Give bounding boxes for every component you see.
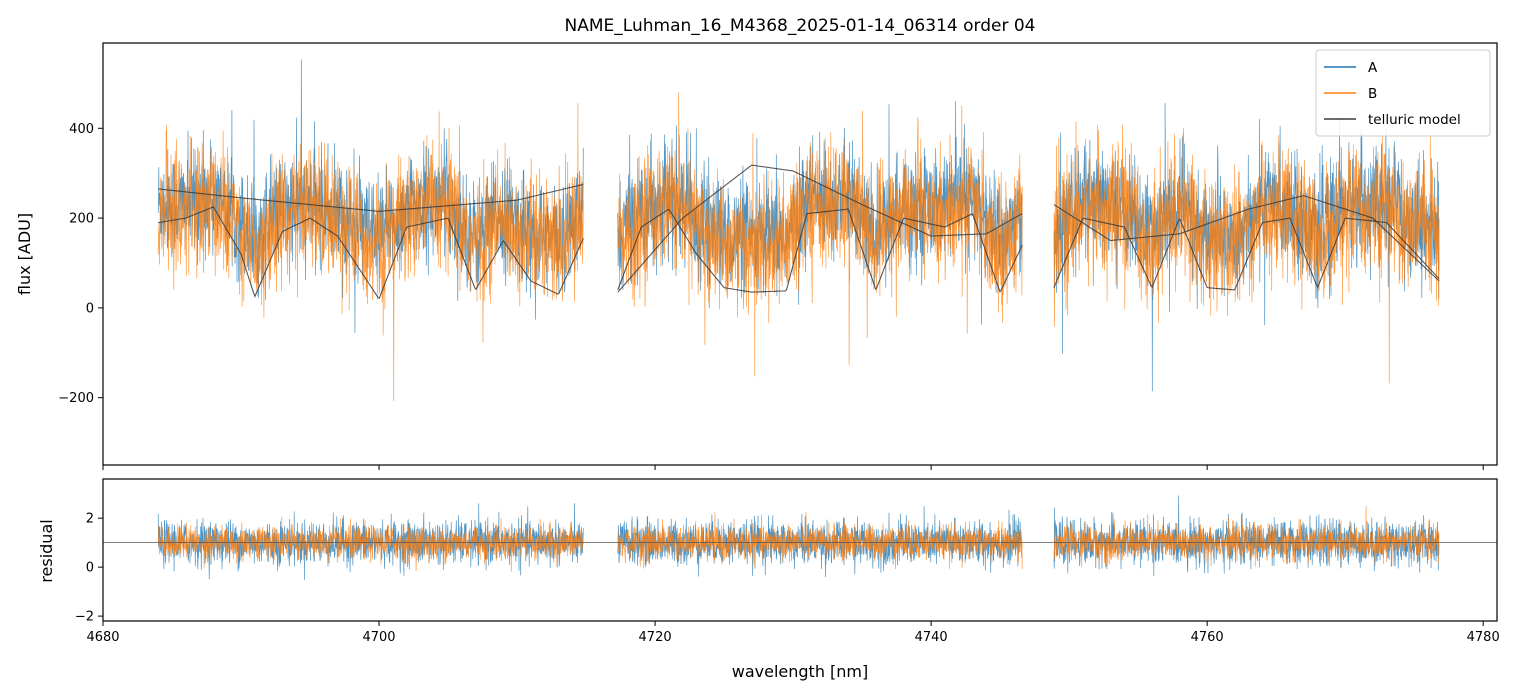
telluric-model-line-seg-1 [617, 208, 1023, 293]
series-b-line-seg-1 [617, 92, 1023, 377]
y-tick-label: 2 [86, 512, 94, 527]
x-tick-label: 4780 [1467, 630, 1500, 645]
x-axis-label: wavelength [nm] [732, 662, 869, 681]
residual-panel: −2 0 2 4680 4700 4720 4740 4760 4780 residual w… [37, 478, 1500, 681]
x-tick-label: 4740 [915, 630, 948, 645]
telluric-continuum-line-seg-2 [1053, 195, 1440, 282]
y-tick-label: −2 [75, 610, 94, 625]
residual-b-line-seg-1 [617, 511, 1023, 570]
series-b-line-seg-0 [157, 103, 584, 402]
chart-title: NAME_Luhman_16_M4368_2025-01-14_06314 or… [565, 16, 1036, 36]
telluric-continuum-line-seg-0 [158, 183, 584, 212]
residual-plot-area [103, 495, 1497, 580]
legend-label: telluric model [1368, 112, 1461, 128]
y-tick-label: 200 [69, 212, 94, 227]
flux-x-ticks [102, 465, 1484, 470]
y-tick-label: 400 [69, 122, 94, 137]
x-tick-label: 4760 [1191, 630, 1224, 645]
y-tick-label: 0 [86, 561, 94, 576]
legend-frame [1315, 49, 1491, 137]
flux-y-axis-label: flux [ADU] [15, 213, 34, 295]
residual-a-line-seg-1 [617, 506, 1023, 578]
residual-y-ticks: −2 0 2 [75, 512, 103, 625]
residual-y-axis-label: residual [37, 519, 56, 582]
series-b-line-seg-2 [1053, 121, 1440, 384]
flux-plot-area [157, 59, 1440, 402]
x-tick-label: 4700 [362, 630, 395, 645]
telluric-model-line-seg-2 [1053, 217, 1440, 291]
y-tick-label: 0 [86, 301, 94, 316]
flux-y-ticks: −200 0 200 400 [58, 122, 103, 406]
residual-x-ticks: 4680 4700 4720 4740 4760 4780 [86, 621, 1500, 645]
telluric-continuum-line-seg-1 [617, 164, 1023, 293]
flux-panel-frame [102, 42, 1498, 466]
residual-panel-frame [102, 478, 1498, 622]
legend-label: B [1368, 86, 1377, 102]
x-tick-label: 4720 [639, 630, 672, 645]
legend-label: A [1368, 60, 1378, 76]
telluric-model-line-seg-0 [158, 206, 584, 300]
y-tick-label: −200 [58, 391, 94, 406]
x-tick-label: 4680 [86, 630, 119, 645]
